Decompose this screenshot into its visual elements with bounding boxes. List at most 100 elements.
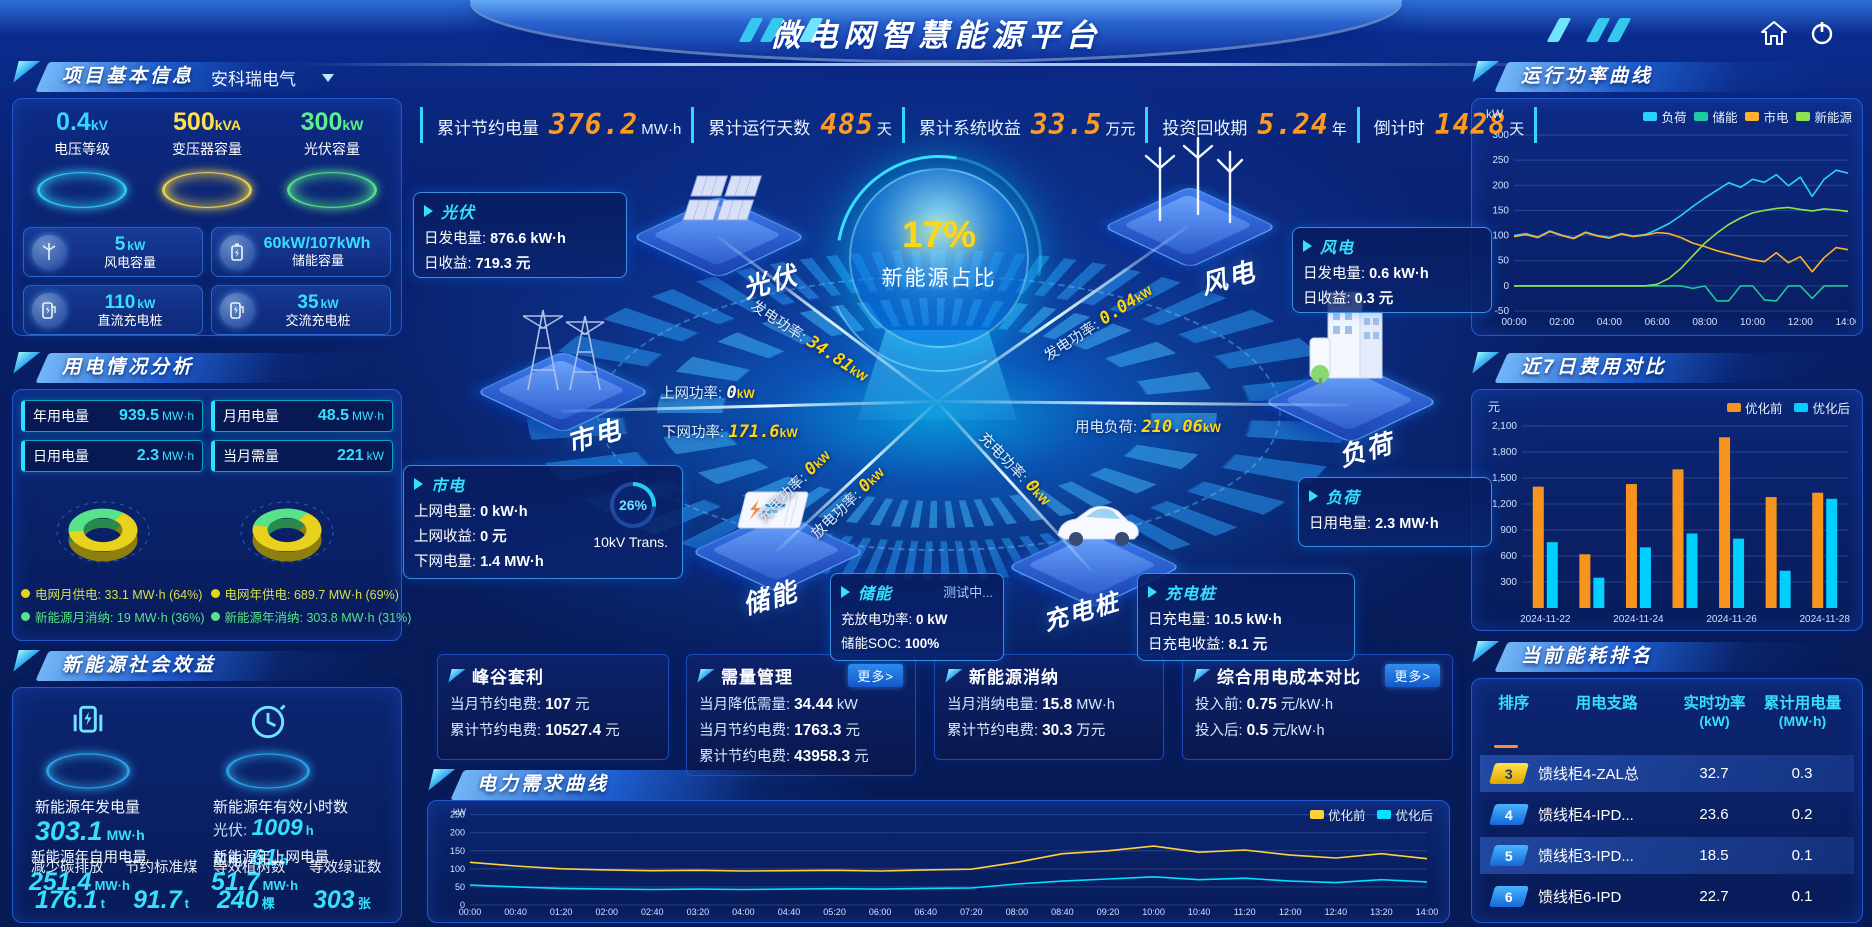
chevron-right-icon — [424, 205, 433, 217]
transformer-load-gauge: 26% — [610, 482, 656, 528]
section-energy-ranking: 当前能耗排名 — [1471, 640, 1861, 674]
corner-icon — [1472, 641, 1500, 663]
wind-info-box: 风电 日发电量: 0.6 kW·h 日收益: 0.3 元 — [1292, 227, 1492, 313]
section-renewable-benefit: 新能源社会效益 — [12, 649, 400, 683]
table-row[interactable]: 6 馈线柜6-IPD 22.7 0.1 — [1480, 878, 1854, 915]
svg-text:150: 150 — [450, 846, 465, 856]
svg-text:300: 300 — [1500, 577, 1517, 588]
glow-ring — [46, 753, 130, 789]
more-button[interactable]: 更多> — [848, 664, 903, 687]
demand-legend: 优化前 优化后 — [1309, 805, 1433, 824]
section-title: 项目基本信息 — [62, 66, 195, 87]
month-donut-chart — [41, 482, 191, 587]
gen-value: 303.1 MW·h — [35, 816, 145, 846]
benefit-body: 新能源年发电量 303.1 MW·h 新能源年有效小时数 光伏: 1009 h 风电… — [12, 687, 402, 923]
run-power-legend: 负荷 储能 市电 新能源 — [1643, 107, 1852, 126]
section-title: 用电情况分析 — [62, 357, 195, 378]
clock-icon — [251, 704, 286, 739]
corner-icon — [697, 668, 715, 683]
export-label: 新能源年上网电量 — [213, 850, 329, 866]
legend-item[interactable]: 优化后 — [1794, 398, 1850, 417]
node-charger-label: 充电桩 — [1040, 588, 1124, 637]
more-button[interactable]: 更多> — [1385, 664, 1440, 687]
demand-line-chart: 0 50 100 150 200 250 00:00 00:40 01:20 02:00 02:40… — [450, 807, 1439, 917]
demand-curve-body: 优化前 优化后 0 50 100 150 200 250 00:00 00:40 01:20 02… — [427, 800, 1450, 923]
company-dropdown[interactable]: 安科瑞电气 — [211, 65, 334, 90]
svg-text:12:00: 12:00 — [1788, 317, 1813, 328]
header-underline — [300, 63, 1572, 66]
svg-text:09:20: 09:20 — [1097, 907, 1120, 917]
donut-legend: 电网月供电: 33.1 MW·h (64%) 电网年供电: 689.7 MW·h… — [21, 584, 411, 626]
chevron-right-icon — [414, 478, 423, 490]
wind-turbine-icon — [32, 235, 66, 269]
corner-icon — [1193, 668, 1211, 683]
flow-grid-import: 下网功率: 171.6kW — [662, 422, 798, 442]
svg-text:250: 250 — [450, 810, 465, 820]
table-row[interactable]: 3 馈线柜4-ZAL总 32.7 0.3 — [1480, 755, 1854, 792]
svg-text:300: 300 — [1492, 130, 1509, 141]
svg-text:11:20: 11:20 — [1234, 907, 1256, 917]
section-title: 运行功率曲线 — [1521, 66, 1654, 87]
project-info-body: 0.4kV 电压等级 500kVA 变压器容量 300kW 光伏容量 5 kW 风电… — [12, 98, 402, 336]
svg-text:00:00: 00:00 — [459, 907, 482, 917]
legend-item[interactable]: 优化后 — [1377, 805, 1433, 824]
podium-transformer: 500kVA 变压器容量 — [148, 108, 266, 235]
legend-item[interactable]: 市电 — [1745, 107, 1788, 126]
svg-text:50: 50 — [1498, 256, 1510, 267]
corner-icon — [1472, 352, 1500, 374]
legend-item[interactable]: 优化前 — [1726, 398, 1782, 417]
corner-icon — [1472, 61, 1500, 83]
panel-renewable-absorb: 新能源消纳 当月消纳电量: 15.8 MW·h 累计节约电费: 30.3 万元 — [934, 654, 1164, 760]
table-row[interactable]: 5 馈线柜3-IPD... 18.5 0.1 — [1480, 837, 1854, 874]
corner-icon — [448, 668, 466, 683]
corner-icon — [13, 650, 41, 672]
svg-text:14:00: 14:00 — [1416, 907, 1439, 917]
svg-text:08:00: 08:00 — [1006, 907, 1029, 917]
svg-text:100: 100 — [1492, 231, 1509, 242]
svg-text:14:00: 14:00 — [1835, 317, 1856, 328]
power-icon[interactable] — [1804, 16, 1840, 50]
coal-label: 节约标准煤 — [125, 860, 198, 876]
corner-icon — [945, 668, 963, 683]
charger-info-box: 充电桩 日充电量: 10.5 kW·h 日充电收益: 8.1 元 — [1137, 573, 1355, 661]
legend-item[interactable]: 负荷 — [1643, 107, 1686, 126]
flow-grid-export: 上网功率: 0kW — [660, 383, 755, 403]
trees-value: 240 棵 — [217, 886, 275, 914]
page-title: 微电网智慧能源平台 — [769, 18, 1103, 53]
section-run-power: 运行功率曲线 — [1471, 60, 1861, 94]
home-icon[interactable] — [1756, 16, 1792, 50]
podium-pv-capacity: 300kW 光伏容量 — [273, 108, 391, 235]
section-project-info: 项目基本信息 安科瑞电气 — [12, 60, 400, 94]
legend-item[interactable]: 优化前 — [1309, 805, 1365, 824]
svg-text:-50: -50 — [1495, 306, 1510, 317]
svg-text:150: 150 — [1492, 205, 1509, 216]
legend-item[interactable]: 新能源 — [1796, 107, 1852, 126]
pill-month-demand: 当月需量 221 kW — [211, 440, 393, 472]
svg-text:10:00: 10:00 — [1740, 317, 1765, 328]
renewable-share-sphere: 17% 新能源占比 — [849, 168, 1029, 348]
svg-text:08:00: 08:00 — [1692, 317, 1717, 328]
svg-text:00:00: 00:00 — [1501, 317, 1526, 328]
chevron-down-icon — [322, 73, 334, 82]
svg-text:2024-11-24: 2024-11-24 — [1613, 614, 1664, 625]
legend-grid-year: 电网年供电: 689.7 MW·h (69%) — [210, 584, 412, 603]
panel-cost-compare: 综合用电成本对比 更多> 投入前: 0.75 元/kW·h 投入后: 0.5 元/… — [1182, 654, 1453, 760]
section-cost-7day: 近7日费用对比 — [1471, 351, 1861, 385]
svg-text:01:20: 01:20 — [550, 907, 573, 917]
corner-icon — [13, 61, 41, 83]
grid-info-box: 市电 上网电量: 0 kW·h 上网收益: 0 元 下网电量: 1.4 MW·h… — [403, 465, 683, 579]
corner-icon — [13, 352, 41, 374]
legend-item[interactable]: 储能 — [1694, 107, 1737, 126]
chevron-right-icon — [1309, 490, 1318, 502]
storage-status: 测试中... — [943, 585, 993, 600]
svg-text:100: 100 — [450, 864, 465, 874]
section-title: 电力需求曲线 — [477, 774, 610, 795]
y-axis-unit: kW — [1486, 107, 1504, 121]
wind-turbines-icon — [1144, 136, 1244, 224]
svg-text:06:40: 06:40 — [914, 907, 937, 917]
svg-text:250: 250 — [1492, 155, 1509, 166]
svg-text:00:40: 00:40 — [504, 907, 527, 917]
kpi-saved-energy: 累计节约电量 376.2 MW·h — [420, 107, 681, 143]
dc-charger-icon — [32, 293, 66, 327]
table-row[interactable]: 4 馈线柜4-IPD... 23.6 0.2 — [1480, 796, 1854, 833]
